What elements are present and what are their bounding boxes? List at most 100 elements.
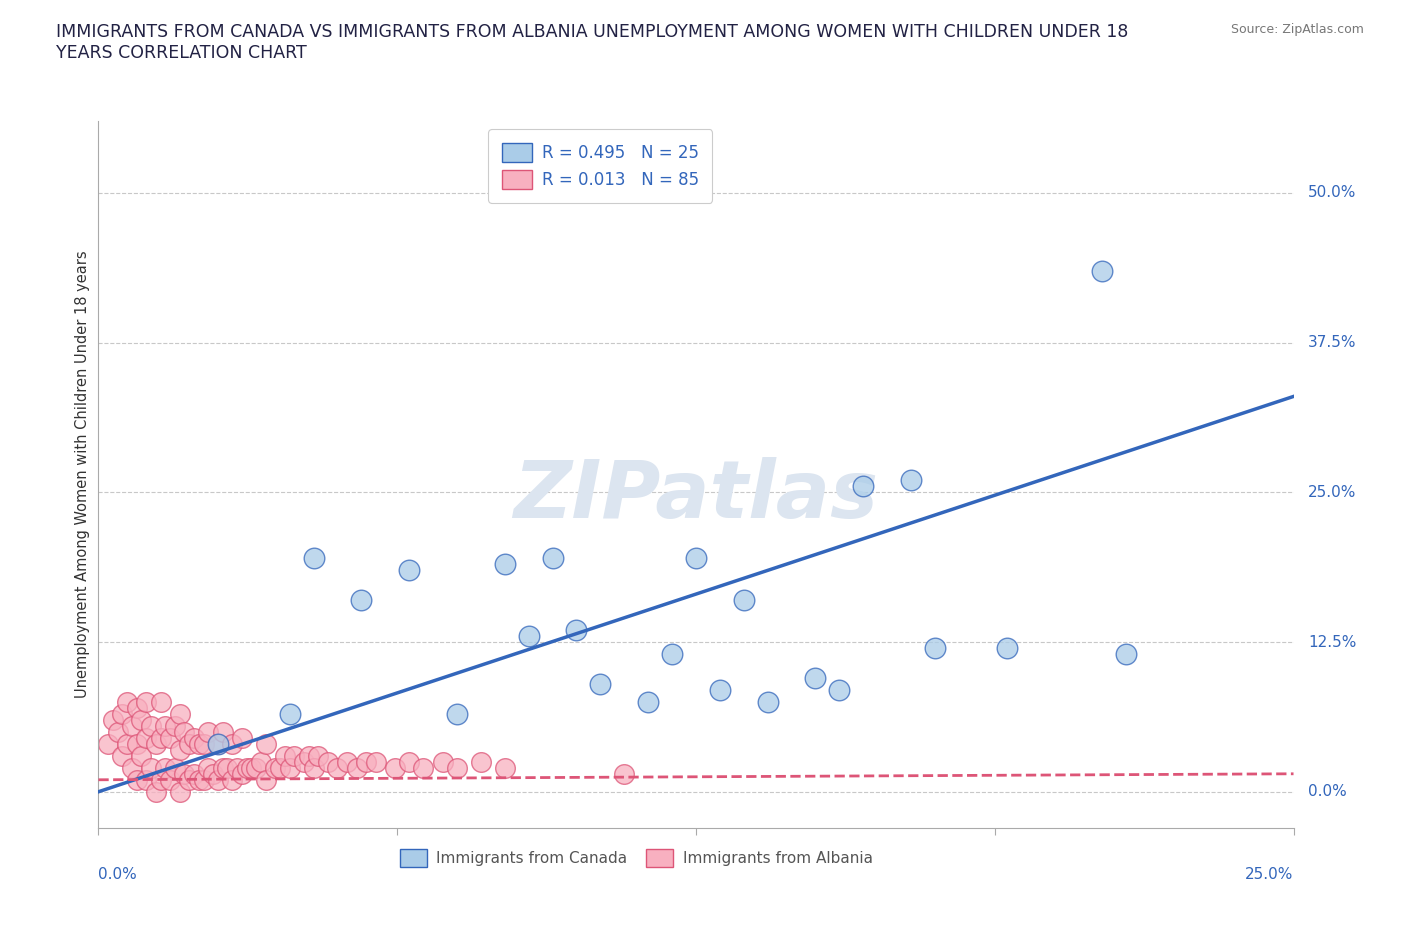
Text: 0.0%: 0.0% [98, 867, 138, 882]
Point [398, 563, 420, 578]
Point [115, 695, 138, 710]
Point [97, 737, 120, 751]
Point [207, 737, 229, 751]
Point [211, 761, 233, 776]
Point [179, 772, 201, 787]
Point [384, 761, 406, 776]
Point [283, 749, 305, 764]
Point [254, 737, 277, 751]
Y-axis label: Unemployment Among Women with Children Under 18 years: Unemployment Among Women with Children U… [75, 250, 90, 698]
Point [125, 737, 148, 751]
Point [269, 761, 291, 776]
Point [155, 719, 177, 734]
Point [207, 772, 229, 787]
Point [364, 754, 387, 769]
Point [235, 761, 257, 776]
Point [316, 754, 339, 769]
Point [900, 472, 922, 487]
Text: Source: ZipAtlas.com: Source: ZipAtlas.com [1230, 23, 1364, 36]
Point [264, 761, 287, 776]
Text: 25.0%: 25.0% [1308, 485, 1357, 499]
Point [135, 695, 157, 710]
Point [245, 761, 267, 776]
Point [125, 700, 148, 715]
Point [149, 695, 172, 710]
Text: 37.5%: 37.5% [1308, 335, 1357, 350]
Point [412, 761, 434, 776]
Point [494, 761, 516, 776]
Point [187, 772, 209, 787]
Point [446, 707, 468, 722]
Point [828, 683, 851, 698]
Point [202, 766, 225, 781]
Point [145, 737, 167, 751]
Point [221, 737, 243, 751]
Point [217, 761, 239, 776]
Text: ZIPatlas: ZIPatlas [513, 457, 879, 535]
Text: 12.5%: 12.5% [1308, 634, 1357, 649]
Point [292, 754, 315, 769]
Point [494, 557, 516, 572]
Point [131, 712, 153, 727]
Point [756, 695, 779, 710]
Point [207, 737, 229, 751]
Point [250, 754, 273, 769]
Point [326, 761, 349, 776]
Point [149, 730, 172, 745]
Text: 0.0%: 0.0% [1308, 784, 1347, 799]
Point [159, 730, 181, 745]
Point [709, 683, 731, 698]
Text: 25.0%: 25.0% [1246, 867, 1294, 882]
Point [517, 629, 540, 644]
Point [302, 551, 325, 565]
Point [613, 766, 636, 781]
Point [169, 784, 191, 799]
Point [221, 772, 243, 787]
Point [354, 754, 377, 769]
Point [139, 761, 162, 776]
Point [541, 551, 564, 565]
Point [278, 761, 301, 776]
Point [169, 707, 191, 722]
Point [197, 761, 219, 776]
Point [565, 622, 588, 637]
Point [231, 766, 253, 781]
Point [924, 641, 946, 656]
Point [240, 761, 263, 776]
Point [274, 749, 297, 764]
Point [159, 772, 181, 787]
Point [661, 646, 683, 661]
Point [183, 766, 205, 781]
Point [350, 592, 373, 607]
Point [145, 784, 167, 799]
Point [183, 730, 205, 745]
Point [111, 749, 134, 764]
Point [121, 719, 143, 734]
Legend: Immigrants from Canada, Immigrants from Albania: Immigrants from Canada, Immigrants from … [394, 844, 879, 873]
Point [173, 724, 195, 739]
Point [226, 761, 249, 776]
Point [1091, 263, 1114, 278]
Point [398, 754, 420, 769]
Point [107, 724, 129, 739]
Point [346, 761, 368, 776]
Point [336, 754, 359, 769]
Point [111, 707, 134, 722]
Point [149, 772, 172, 787]
Point [121, 761, 143, 776]
Point [187, 737, 209, 751]
Point [173, 766, 195, 781]
Text: IMMIGRANTS FROM CANADA VS IMMIGRANTS FROM ALBANIA UNEMPLOYMENT AMONG WOMEN WITH : IMMIGRANTS FROM CANADA VS IMMIGRANTS FRO… [56, 23, 1129, 62]
Point [804, 671, 827, 685]
Point [278, 707, 301, 722]
Point [179, 737, 201, 751]
Point [193, 772, 215, 787]
Point [163, 761, 186, 776]
Point [125, 772, 148, 787]
Point [131, 749, 153, 764]
Text: 50.0%: 50.0% [1308, 185, 1357, 200]
Point [995, 641, 1018, 656]
Point [589, 676, 612, 691]
Point [685, 551, 707, 565]
Point [637, 695, 659, 710]
